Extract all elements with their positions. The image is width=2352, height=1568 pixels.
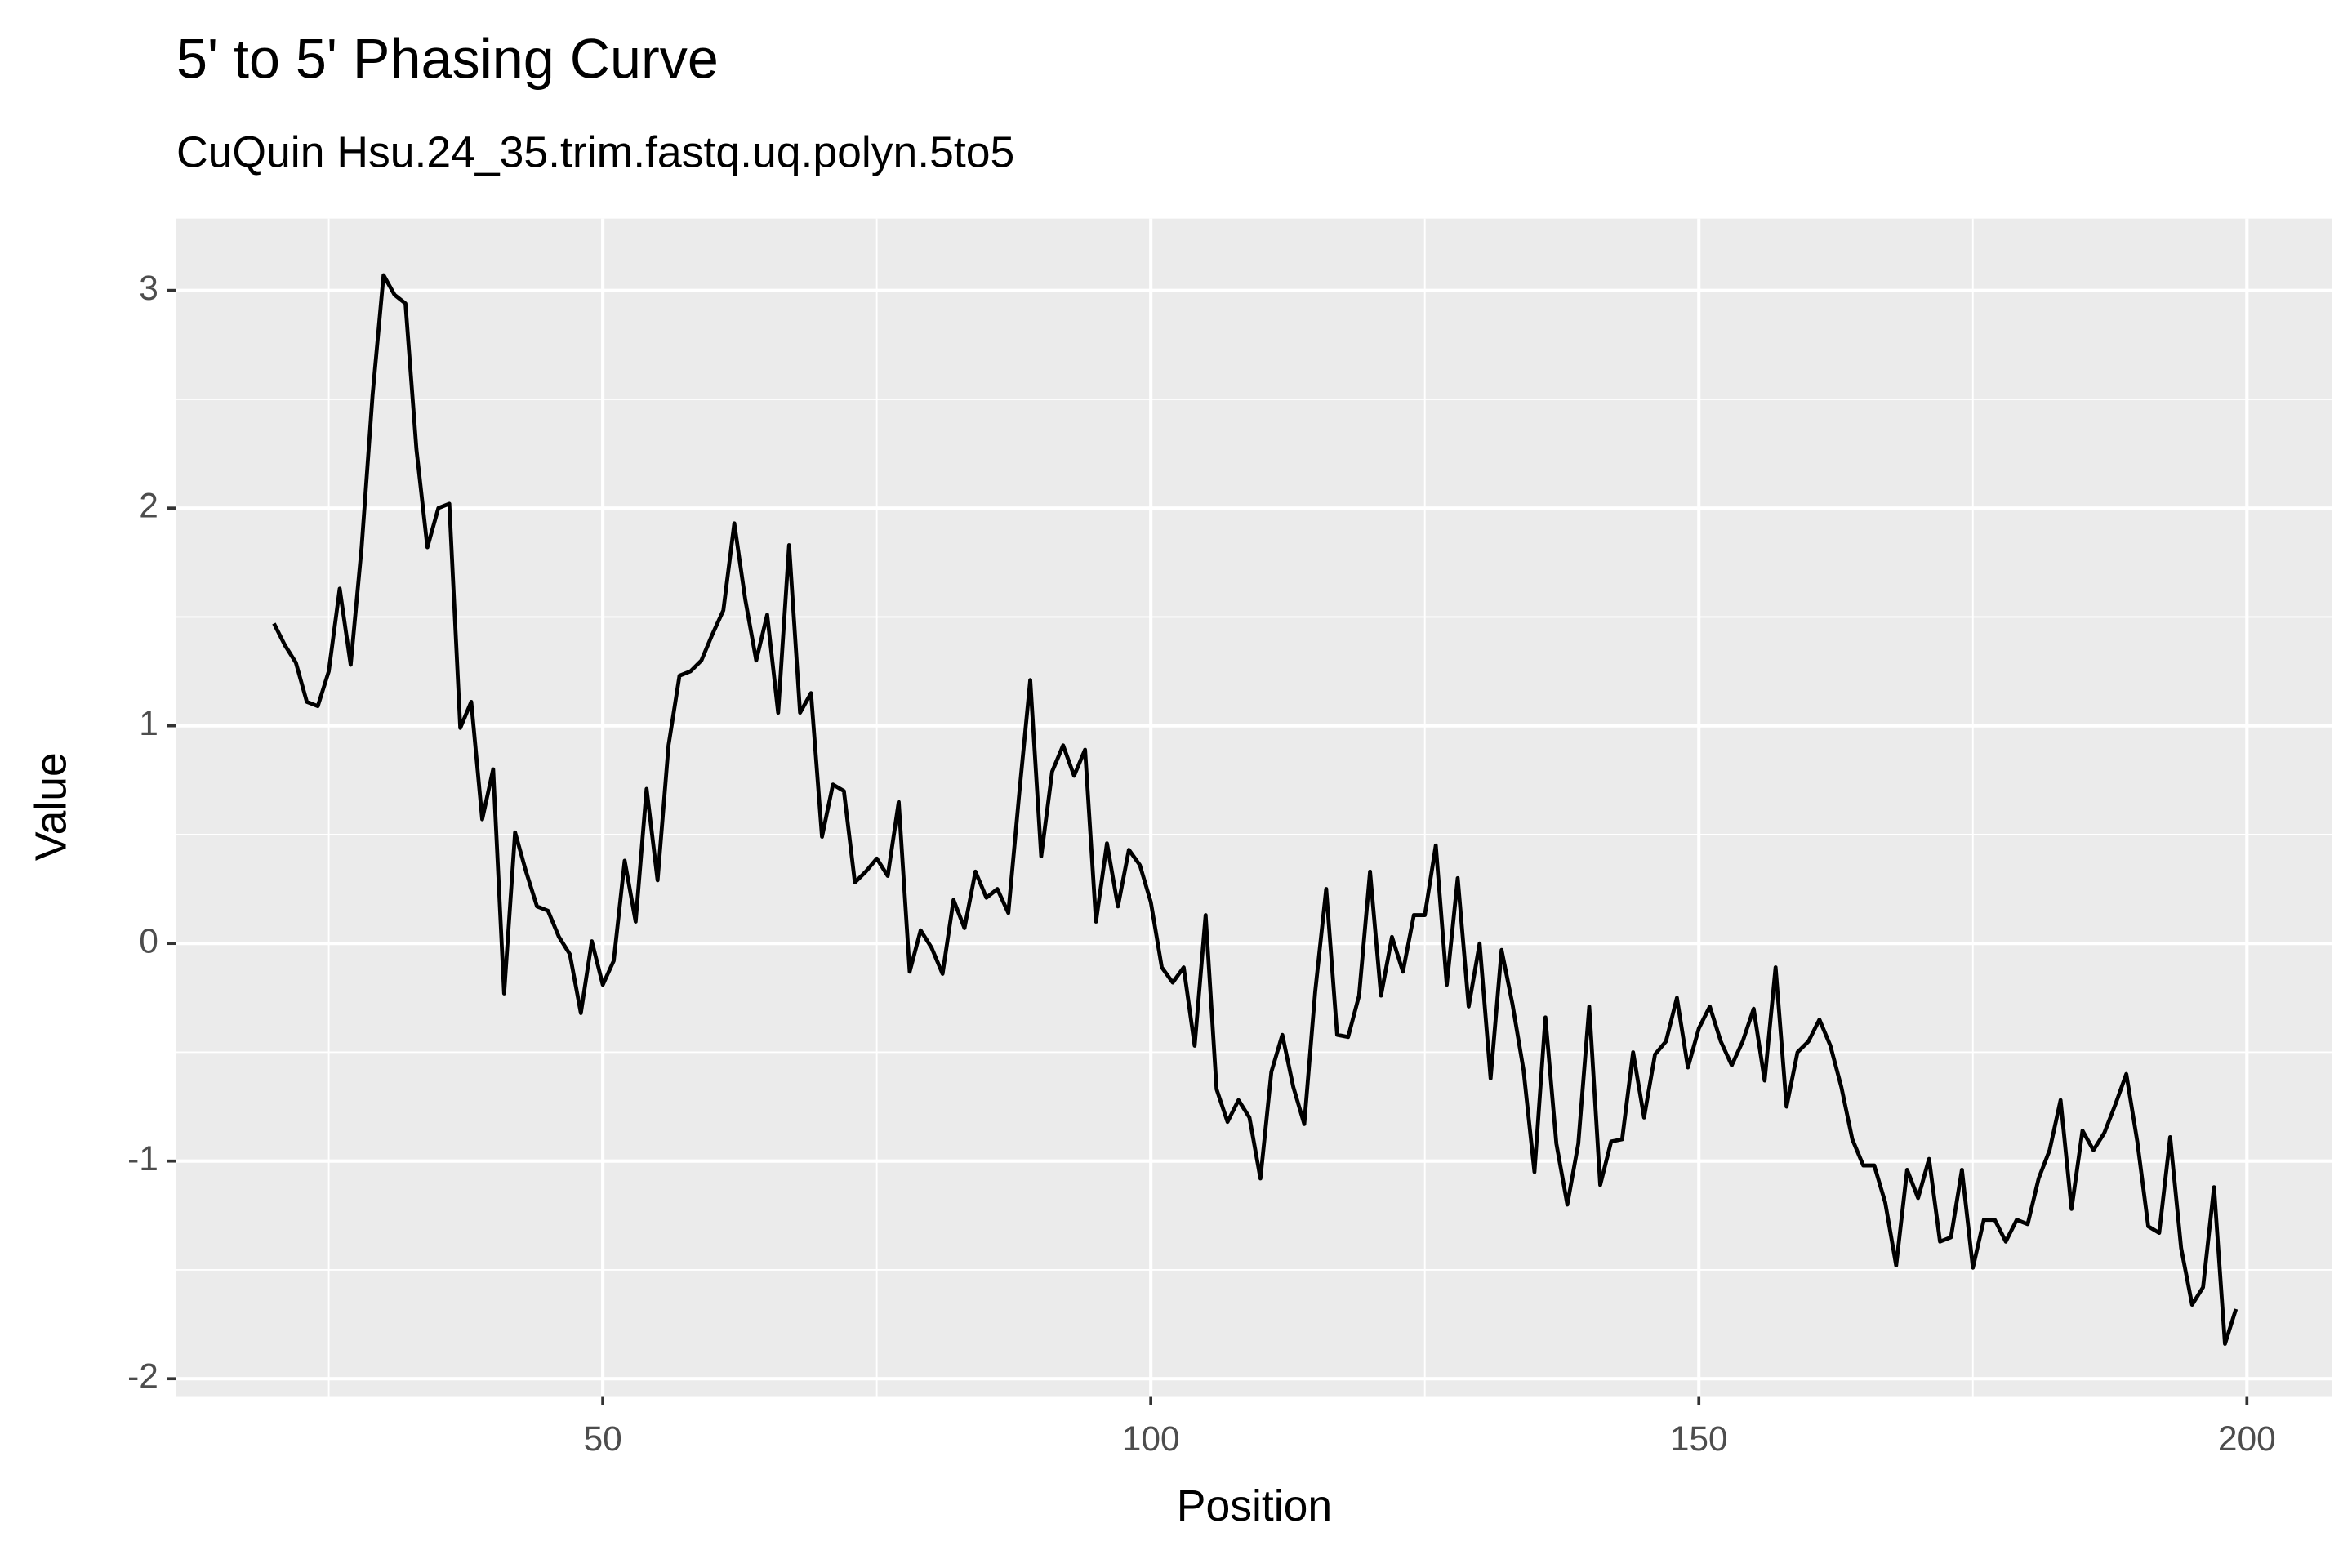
x-tick-label: 50 <box>583 1419 621 1458</box>
x-axis-title: Position <box>1177 1482 1332 1530</box>
x-tick-label: 150 <box>1670 1419 1728 1458</box>
y-tick-label: 1 <box>139 704 158 742</box>
y-axis-title: Value <box>28 752 76 861</box>
plot-panel <box>176 218 2332 1396</box>
data-line <box>272 273 2238 1346</box>
x-tick-label: 100 <box>1122 1419 1180 1458</box>
y-tick-label: -1 <box>127 1139 158 1178</box>
x-tick-label: 200 <box>2218 1419 2276 1458</box>
y-tick-label: 0 <box>139 921 158 960</box>
y-tick-label: -2 <box>127 1356 158 1395</box>
y-tick-label: 2 <box>139 486 158 524</box>
chart-title: 5' to 5' Phasing Curve <box>176 29 719 91</box>
y-tick-label: 3 <box>139 269 158 307</box>
chart-subtitle: CuQuin Hsu.24_35.trim.fastq.uq.polyn.5to… <box>176 128 1014 176</box>
